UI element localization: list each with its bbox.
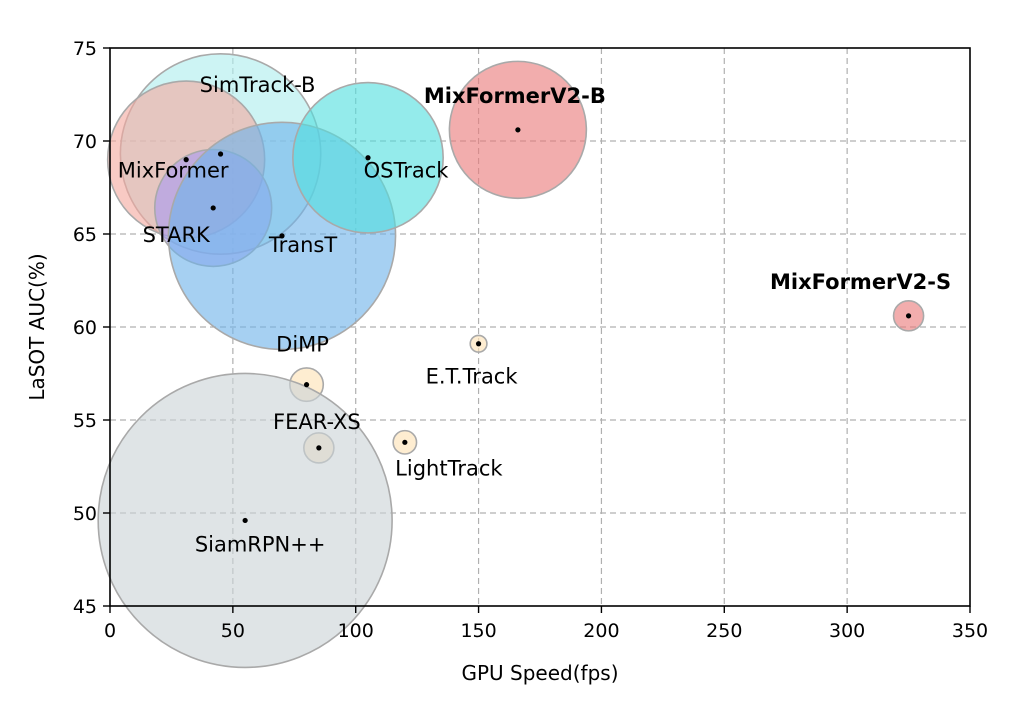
y-tick-label: 75: [73, 38, 97, 60]
x-tick-label: 100: [338, 620, 374, 642]
y-tick-label: 65: [73, 224, 97, 246]
label-simtrack-b: SimTrack-B: [200, 73, 316, 97]
point-stark: [210, 205, 216, 211]
point-dimp: [303, 382, 310, 388]
y-tick-label: 45: [73, 596, 97, 618]
label-transt: TransT: [268, 233, 337, 257]
x-tick-label: 350: [952, 620, 988, 642]
x-tick-label: 50: [221, 620, 245, 642]
point-siamrpn: [242, 517, 248, 524]
label-mixformerv2-b: MixFormerV2-B: [424, 84, 606, 108]
point-mixformerv2-s: [905, 313, 912, 319]
label-lighttrack: LightTrack: [395, 456, 503, 480]
y-tick-label: 70: [73, 131, 97, 153]
point-e-t-track: [475, 341, 482, 347]
x-tick-label: 200: [583, 620, 619, 642]
bubbles: [97, 53, 925, 669]
point-mixformerv2-b: [515, 127, 521, 133]
label-stark: STARK: [143, 223, 211, 247]
label-dimp: DiMP: [276, 333, 329, 357]
data-point-dots: [183, 127, 912, 524]
x-tick-label: 300: [829, 620, 865, 642]
label-siamrpn: SiamRPN++: [195, 532, 326, 556]
label-ostrack: OSTrack: [364, 159, 450, 183]
point-transt: [279, 233, 285, 239]
label-fear-xs: FEAR-XS: [273, 410, 361, 434]
point-ostrack: [365, 155, 371, 161]
point-simtrack-b: [217, 151, 224, 157]
label-e-t-track: E.T.Track: [426, 365, 519, 389]
y-tick-label: 60: [73, 317, 97, 339]
x-tick-label: 250: [706, 620, 742, 642]
point-lighttrack: [402, 439, 408, 445]
point-mixformer: [183, 157, 189, 163]
y-tick-label: 50: [73, 503, 97, 525]
x-tick-label: 150: [460, 620, 496, 642]
axis-ticks: 0 50 100 150 200 250 300 350 45 50 55 60 65 70 75: [73, 38, 988, 642]
y-tick-label: 55: [73, 410, 97, 432]
y-axis-label: LaSOT AUC(%): [25, 253, 49, 400]
x-axis-label: GPU Speed(fps): [461, 661, 618, 685]
point-labels: SimTrack-B MixFormer STARK TransT OSTrack Mix…: [118, 73, 951, 556]
label-mixformerv2-s: MixFormerV2-S: [770, 270, 951, 294]
x-tick-label: 0: [104, 620, 116, 642]
label-mixformer: MixFormer: [118, 159, 229, 183]
point-fear-xs: [316, 445, 322, 451]
